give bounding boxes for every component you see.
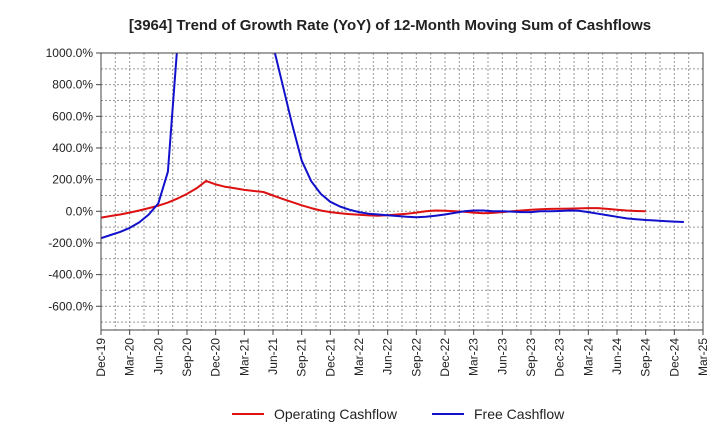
legend-label: Free Cashflow	[474, 406, 565, 422]
x-tick-label: Mar-21	[237, 338, 251, 376]
y-tick-label: -600.0%	[48, 299, 93, 313]
series-line-1	[101, 179, 646, 219]
x-tick-label: Mar-24	[581, 338, 595, 376]
x-tick-label: Jun-21	[266, 338, 280, 375]
x-tick-label: Jun-23	[495, 338, 509, 375]
series-lines	[101, 53, 684, 240]
x-tick-label: Jun-24	[610, 338, 624, 375]
x-tick-label: Mar-23	[467, 338, 481, 376]
y-axis-ticks: 1000.0% 800.0% 600.0% 400.0% 200.0% 0.0% -200.…	[46, 46, 101, 313]
y-tick-label: 600.0%	[52, 109, 93, 123]
chart-title: [3964] Trend of Growth Rate (YoY) of 12-…	[129, 17, 651, 34]
plot-frame	[100, 52, 704, 331]
y-tick-label: -200.0%	[48, 236, 93, 250]
x-tick-label: Sep-21	[295, 338, 309, 377]
series-line-2	[101, 53, 684, 240]
y-tick-label: 400.0%	[52, 141, 93, 155]
x-tick-label: Jun-20	[151, 338, 165, 375]
y-tick-label: 1000.0%	[46, 46, 94, 60]
x-tick-label: Dec-19	[94, 338, 108, 377]
x-tick-label: Dec-23	[553, 338, 567, 377]
x-tick-label: Sep-20	[180, 338, 194, 377]
y-tick-label: 200.0%	[52, 173, 93, 187]
x-tick-label: Sep-24	[639, 338, 653, 377]
x-tick-label: Mar-20	[123, 338, 137, 376]
x-tick-label: Dec-20	[209, 338, 223, 377]
y-tick-label: -400.0%	[48, 268, 93, 282]
legend: Operating Cashflow Free Cashflow	[232, 406, 565, 422]
y-tick-label: 800.0%	[52, 78, 93, 92]
y-tick-label: 0.0%	[66, 204, 94, 218]
grid	[101, 53, 703, 330]
x-tick-label: Dec-24	[667, 338, 681, 377]
x-tick-label: Sep-23	[524, 338, 538, 377]
x-tick-label: Jun-22	[381, 338, 395, 375]
x-tick-label: Dec-21	[323, 338, 337, 377]
x-tick-label: Mar-22	[352, 338, 366, 376]
legend-label: Operating Cashflow	[274, 406, 398, 422]
x-axis-ticks: Dec-19 Mar-20 Jun-20 Sep-20 Dec-20 Mar-21 Jun-…	[94, 330, 710, 377]
x-tick-label: Sep-22	[409, 338, 423, 377]
x-tick-label: Dec-22	[438, 338, 452, 377]
x-tick-label: Mar-25	[696, 338, 710, 376]
